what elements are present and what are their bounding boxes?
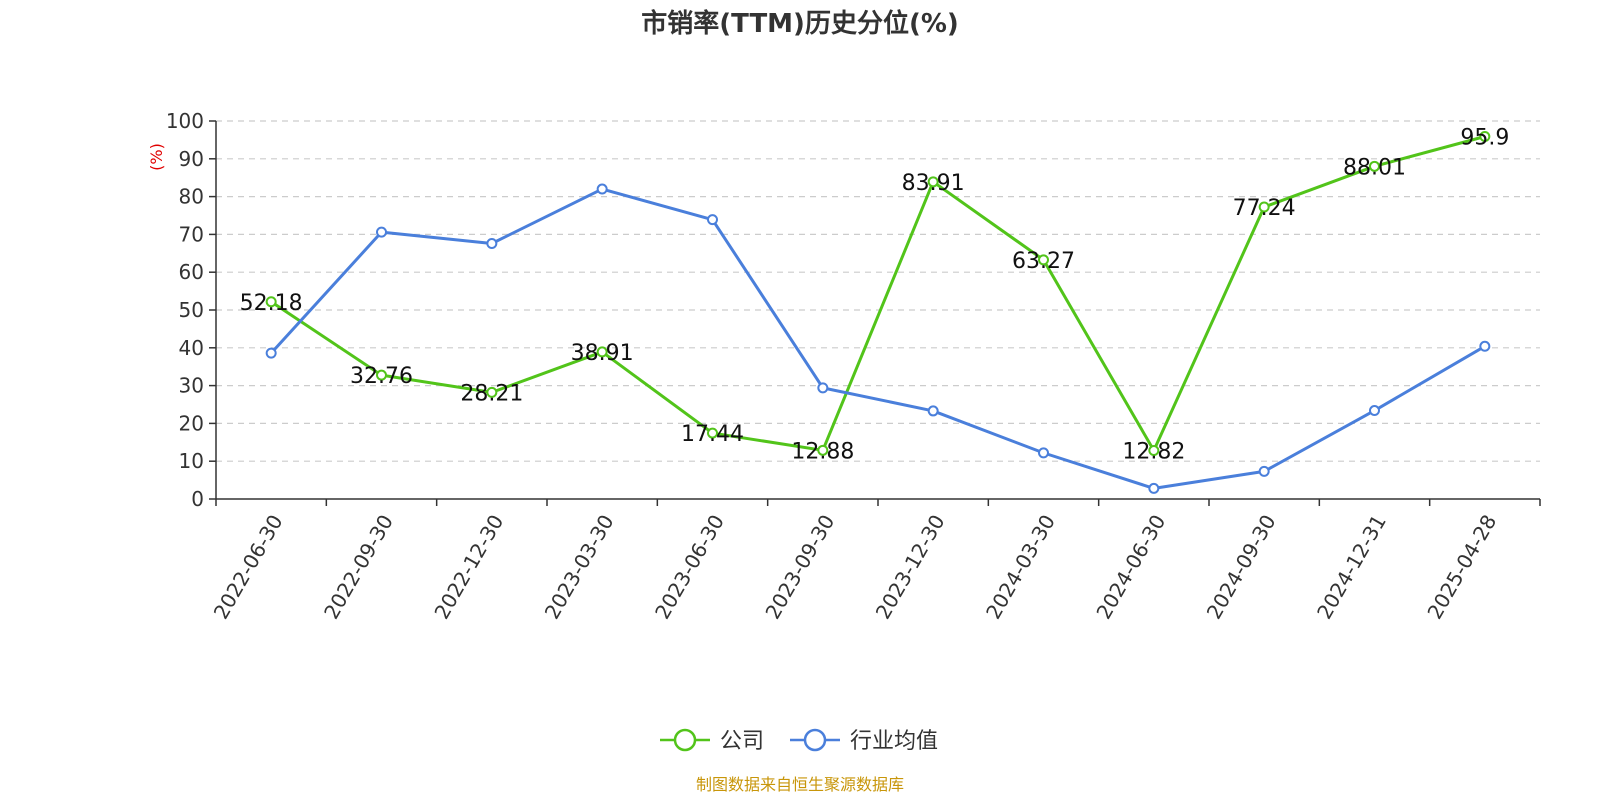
data-point [817, 444, 829, 456]
data-point [1369, 160, 1380, 172]
data-point [1258, 465, 1270, 477]
y-tick-label: 50 [179, 298, 204, 322]
series-line-1 [270, 135, 1486, 453]
data-point [486, 237, 498, 249]
x-tick-label: 2023-09-30 [760, 511, 839, 624]
x-tick-label: 2022-12-30 [429, 511, 508, 624]
data-point [1479, 130, 1491, 142]
x-tick-label: 2024-06-30 [1091, 511, 1170, 624]
data-point [1148, 445, 1160, 457]
data-point [1258, 201, 1270, 213]
x-tick-label: 2022-09-30 [319, 511, 398, 624]
y-axis-ticks: 0 10 20 30 40 50 60 70 80 90 100 [166, 109, 216, 511]
data-point [265, 347, 277, 359]
legend[interactable]: 公司 行业均值 [660, 728, 938, 754]
source-note: 制图数据来自恒生聚源数据库 [696, 775, 904, 794]
chart-title: 市销率(TTM)历史分位(%) [641, 8, 959, 39]
data-point [927, 176, 939, 188]
series-line-2 [270, 187, 1486, 490]
y-axis-unit: (%) [147, 143, 166, 171]
data-point [707, 214, 718, 226]
data-label: 83.91 [902, 171, 965, 196]
y-tick-label: 60 [179, 260, 204, 284]
data-point [376, 226, 387, 238]
x-tick-label: 2023-03-30 [540, 511, 619, 624]
data-point [817, 382, 829, 394]
data-label: 17.44 [681, 422, 744, 447]
data-point [1038, 254, 1049, 266]
x-axis-ticks: 2022-06-30 2022-09-30 2022-12-30 2023-03-30… [209, 499, 1541, 624]
data-point [486, 386, 498, 398]
data-point [376, 369, 387, 381]
x-tick-label: 2022-06-30 [209, 511, 288, 624]
legend-label: 行业均值 [850, 729, 938, 754]
grid-lines [216, 120, 1540, 462]
x-tick-label: 2024-09-30 [1202, 511, 1281, 624]
data-labels: 52.18 32.76 28.21 38.91 17.44 12.88 83.91 63.27… [240, 125, 1510, 464]
data-label: 88.01 [1343, 155, 1406, 180]
y-tick-label: 30 [179, 374, 204, 398]
data-label: 77.24 [1233, 196, 1296, 221]
x-tick-label: 2025-04-28 [1422, 511, 1501, 624]
legend-marker [673, 728, 697, 752]
data-point [1038, 447, 1049, 459]
data-point [1479, 340, 1491, 352]
x-tick-label: 2024-12-31 [1312, 511, 1391, 624]
data-point [1148, 482, 1160, 494]
y-tick-label: 40 [179, 336, 204, 360]
data-point [596, 346, 608, 358]
data-point [596, 183, 608, 195]
y-tick-label: 100 [166, 109, 204, 133]
data-label: 63.27 [1012, 249, 1075, 274]
data-point [1369, 405, 1380, 417]
y-tick-label: 10 [179, 449, 204, 473]
legend-label: 公司 [720, 729, 764, 754]
x-tick-label: 2023-06-30 [650, 511, 729, 624]
y-tick-label: 80 [179, 185, 204, 209]
series-layer [265, 130, 1491, 494]
data-label: 28.21 [460, 381, 523, 406]
data-label: 95.9 [1460, 125, 1509, 150]
y-tick-label: 90 [179, 147, 204, 171]
legend-marker [803, 728, 827, 752]
data-point [265, 296, 277, 308]
y-tick-label: 0 [191, 487, 204, 511]
data-label: 52.18 [240, 291, 303, 316]
data-label: 12.88 [791, 439, 854, 464]
data-point [707, 427, 718, 439]
x-tick-label: 2024-03-30 [981, 511, 1060, 624]
data-label: 38.91 [571, 341, 634, 366]
x-tick-label: 2023-12-30 [871, 511, 950, 624]
y-tick-label: 20 [179, 411, 204, 435]
y-tick-label: 70 [179, 222, 204, 246]
data-label: 12.82 [1122, 440, 1185, 465]
data-point [927, 405, 939, 417]
data-label: 32.76 [350, 364, 413, 389]
